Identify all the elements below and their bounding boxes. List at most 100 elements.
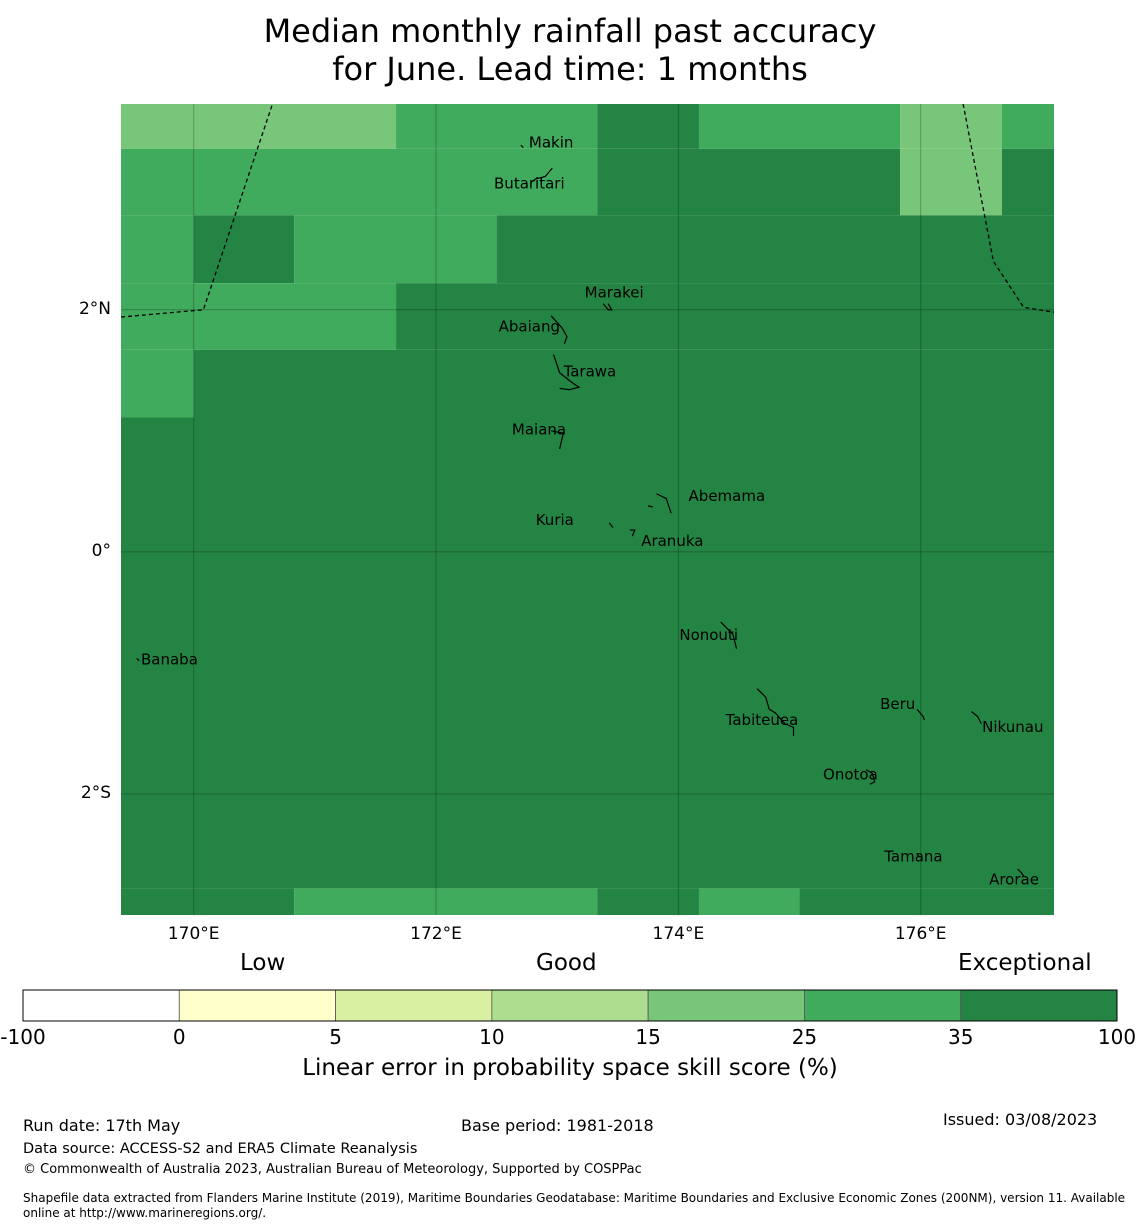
boundary-line (120, 103, 274, 318)
chart-title-line-2: for June. Lead time: 1 months (332, 50, 808, 88)
lat-tick-label: 0° (91, 540, 111, 561)
place-label: Nikunau (982, 718, 1043, 736)
place-label: Banaba (141, 650, 198, 668)
place-label: Aranuka (641, 532, 703, 550)
place-labels: Makin Butaritari Marakei Abaiang Tarawa Maian… (141, 134, 1043, 889)
island-outline (530, 167, 553, 184)
island-outline (865, 769, 876, 785)
category-low: Low (240, 950, 286, 976)
island-outline (720, 621, 738, 649)
place-label: Maiana (512, 420, 566, 438)
category-good: Good (536, 950, 597, 976)
place-label: Marakei (585, 284, 644, 302)
chart-title-line-1: Median monthly rainfall past accuracy (263, 12, 877, 50)
run-date: Run date: 17th May (23, 1116, 181, 1135)
island-outline (971, 711, 982, 725)
island-outlines (136, 144, 1025, 877)
map-plot: Makin Butaritari Marakei Abaiang Tarawa Maian… (22, 103, 1118, 1022)
skill-cell (1001, 104, 1054, 149)
colorbar-label: Linear error in probability space skill … (302, 1055, 838, 1081)
colorbar-tick-label: 0 (172, 1025, 186, 1049)
lat-tick-label: 2°S (80, 782, 111, 803)
base-period: Base period: 1981-2018 (461, 1116, 654, 1135)
copyright-notice: © Commonwealth of Australia 2023, Austra… (23, 1162, 642, 1177)
skill-cell (396, 283, 1055, 350)
skill-cell (799, 888, 1054, 915)
skill-cell (121, 148, 598, 216)
lat-tick-label: 2°N (78, 298, 111, 319)
skill-cell (698, 888, 800, 915)
skill-cell (597, 104, 699, 149)
maritime-boundaries (120, 103, 1055, 318)
colorbar-segment (647, 989, 805, 1022)
skill-cell (121, 888, 295, 915)
boundary-line (962, 103, 1055, 313)
skill-cell (121, 349, 194, 418)
place-label: Tarawa (563, 362, 617, 380)
skill-cell (193, 215, 295, 284)
island-outline (916, 854, 920, 858)
skill-cell (193, 349, 1054, 418)
island-outline (647, 505, 654, 508)
colorbar-tick-label: 35 (947, 1025, 974, 1049)
skill-cell (597, 148, 901, 216)
skill-cell (1001, 148, 1054, 216)
skill-cell (900, 104, 1002, 149)
colorbar-tick-label: -100 (0, 1025, 46, 1049)
island-outline (916, 708, 925, 721)
island-outline (602, 303, 613, 311)
place-label: Butaritari (494, 175, 565, 193)
skill-cell (396, 104, 598, 149)
island-outline (629, 529, 636, 537)
colorbar-tick-label: 100 (1097, 1025, 1137, 1049)
place-label: Abaiang (499, 318, 560, 336)
gridlines (121, 104, 1054, 915)
island-outline (550, 315, 568, 344)
place-label: Kuria (536, 511, 574, 529)
colorbar-tick-label: 10 (479, 1025, 505, 1049)
island-outline (551, 430, 564, 450)
place-label: Arorae (989, 871, 1039, 889)
lon-tick-label: 172°E (410, 924, 462, 944)
place-label: Makin (529, 134, 574, 152)
skill-cell (698, 104, 901, 149)
island-outline (136, 657, 140, 662)
lon-tick-label: 174°E (652, 924, 705, 944)
skill-cell (121, 104, 397, 149)
colorbar-segment (178, 989, 336, 1022)
place-label: Onotoa (823, 765, 878, 783)
colorbar-segment (491, 989, 649, 1022)
skill-cell (121, 417, 1054, 889)
colorbar-segment (804, 989, 962, 1022)
skill-cell (121, 283, 397, 350)
island-outline (553, 354, 581, 391)
colorbar-tick-label: 15 (635, 1025, 661, 1049)
skill-cell (294, 215, 497, 284)
issued-date: Issued: 03/08/2023 (943, 1110, 1098, 1129)
island-outline (608, 522, 614, 529)
lon-tick-label: 170°E (167, 924, 220, 944)
island-outline (756, 688, 795, 736)
colorbar-tick-label: 5 (329, 1025, 342, 1049)
colorbar-segment (335, 989, 493, 1022)
island-outline (1017, 868, 1025, 877)
category-exceptional: Exceptional (958, 950, 1092, 976)
colorbar-frame (22, 989, 1118, 1022)
skill-cell (900, 148, 1002, 216)
colorbar-segment (22, 989, 180, 1022)
island-outline (520, 144, 524, 149)
skill-cell (496, 215, 1054, 284)
colorbar-segment (960, 989, 1118, 1022)
skill-cell (597, 888, 699, 915)
lon-tick-label: 176°E (894, 924, 947, 944)
island-outline (656, 493, 672, 514)
skill-cells (121, 104, 1055, 915)
place-label: Beru (880, 695, 915, 713)
place-label: Tabiteuea (725, 711, 799, 729)
shapefile-credit: Shapefile data extracted from Flanders M… (23, 1191, 1126, 1220)
place-label: Abemama (689, 487, 766, 505)
colorbar-tick-label: 25 (791, 1025, 818, 1049)
place-label: Tamana (883, 848, 942, 866)
colorbar (22, 989, 1118, 1022)
skill-cell (121, 215, 194, 284)
